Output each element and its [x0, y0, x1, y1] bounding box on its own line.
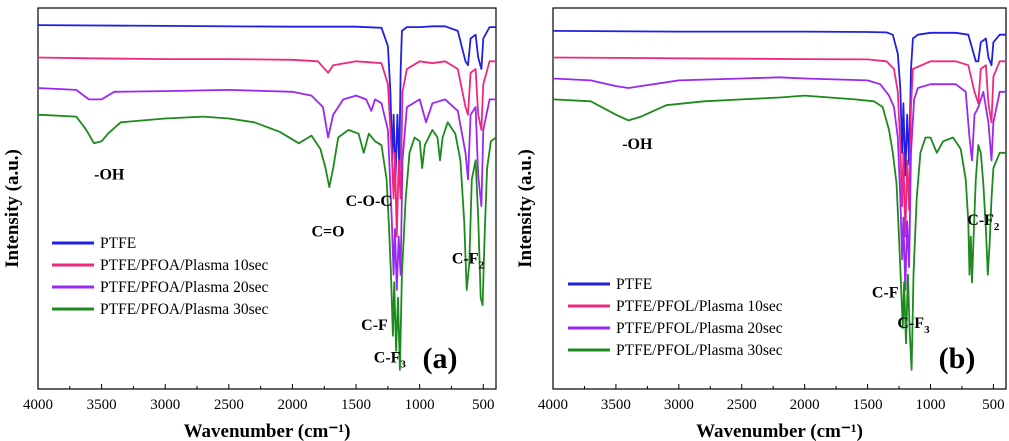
x-tick-label: 2000 [790, 397, 820, 413]
x-tick-label: 3500 [87, 397, 117, 413]
x-tick-label: 500 [472, 397, 495, 413]
series-line-1 [38, 24, 496, 181]
annotation-text: C-F [872, 285, 899, 302]
annotation-subscript: 2 [479, 259, 485, 271]
series-line-2 [553, 56, 1006, 238]
legend-label: PTFE/PFOA/Plasma 10sec [100, 257, 268, 274]
legend-label: PTFE/PFOL/Plasma 20sec [616, 320, 783, 337]
annotation-label: C-F2 [967, 212, 1000, 233]
x-tick-label: 1000 [405, 397, 435, 413]
x-tick-label: 2500 [214, 397, 244, 413]
annotation-text: C-F [452, 250, 479, 267]
x-tick-label: 4000 [538, 397, 568, 413]
annotation-text: C-F [374, 349, 401, 366]
series-line-4 [553, 94, 1006, 371]
legend-label: PTFE/PFOA/Plasma 30sec [100, 301, 268, 318]
y-axis-title: Intensity (a.u.) [2, 149, 23, 268]
series-line-4 [38, 113, 496, 371]
annotation-label: C=O [312, 224, 345, 241]
x-tick-label: 1500 [853, 397, 883, 413]
panel-label: (a) [423, 342, 458, 375]
legend-label: PTFE/PFOL/Plasma 30sec [616, 342, 783, 359]
annotation-subscript: 3 [400, 358, 406, 370]
annotation-text: -OH [622, 136, 653, 153]
panel-b: 4000 3500 3000 2500 2000 1500 1000 500 Wavenumbe… [515, 7, 1007, 441]
panel-a: 4000 3500 3000 2500 2000 1500 1000 500 Wavenumbe… [2, 7, 497, 441]
legend-label: PTFE/PFOA/Plasma 20sec [100, 279, 268, 296]
x-tick-label: 500 [982, 397, 1005, 413]
x-axis-title: Wavenumber (cm⁻¹) [184, 421, 351, 441]
y-axis-title: Intensity (a.u.) [515, 149, 536, 268]
series-line-2 [38, 56, 496, 238]
x-tick-label: 2000 [277, 397, 307, 413]
series-line-3 [38, 87, 496, 291]
annotation-text: -OH [94, 166, 125, 183]
annotation-label: C-F [872, 285, 899, 302]
legend-label: PTFE/PFOL/Plasma 10sec [616, 298, 783, 315]
annotation-subscript: 3 [924, 324, 930, 336]
plot-frame [552, 7, 1007, 390]
annotation-text: C-F [967, 212, 994, 229]
annotation-label: C-F2 [452, 250, 485, 271]
annotation-text: C-F [897, 315, 924, 332]
series-line-3 [553, 76, 1006, 291]
x-tick-label: 4000 [23, 397, 53, 413]
annotation-text: C-O-C [346, 193, 392, 210]
x-tick-label: 3000 [664, 397, 694, 413]
x-axis-title: Wavenumber (cm⁻¹) [696, 421, 863, 441]
x-tick-label: 2500 [727, 397, 757, 413]
annotation-label: C-F3 [374, 349, 407, 370]
x-tick-label: 3500 [601, 397, 631, 413]
x-tick-label: 1000 [916, 397, 946, 413]
annotation-label: -OH [94, 166, 125, 183]
annotation-text: C=O [312, 224, 345, 241]
annotation-label: C-F [361, 317, 388, 334]
x-tick-label: 1500 [341, 397, 371, 413]
annotation-subscript: 2 [994, 221, 1000, 233]
series-line-1 [553, 30, 1006, 177]
annotation-label: -OH [622, 136, 653, 153]
annotation-label: C-F3 [897, 315, 930, 336]
plot-frame [37, 7, 497, 390]
annotation-text: C-F [361, 317, 388, 334]
legend-label: PTFE [616, 276, 652, 293]
x-tick-label: 3000 [150, 397, 180, 413]
panel-label: (b) [939, 342, 976, 375]
legend-label: PTFE [100, 235, 136, 252]
annotation-label: C-O-C [346, 193, 392, 210]
